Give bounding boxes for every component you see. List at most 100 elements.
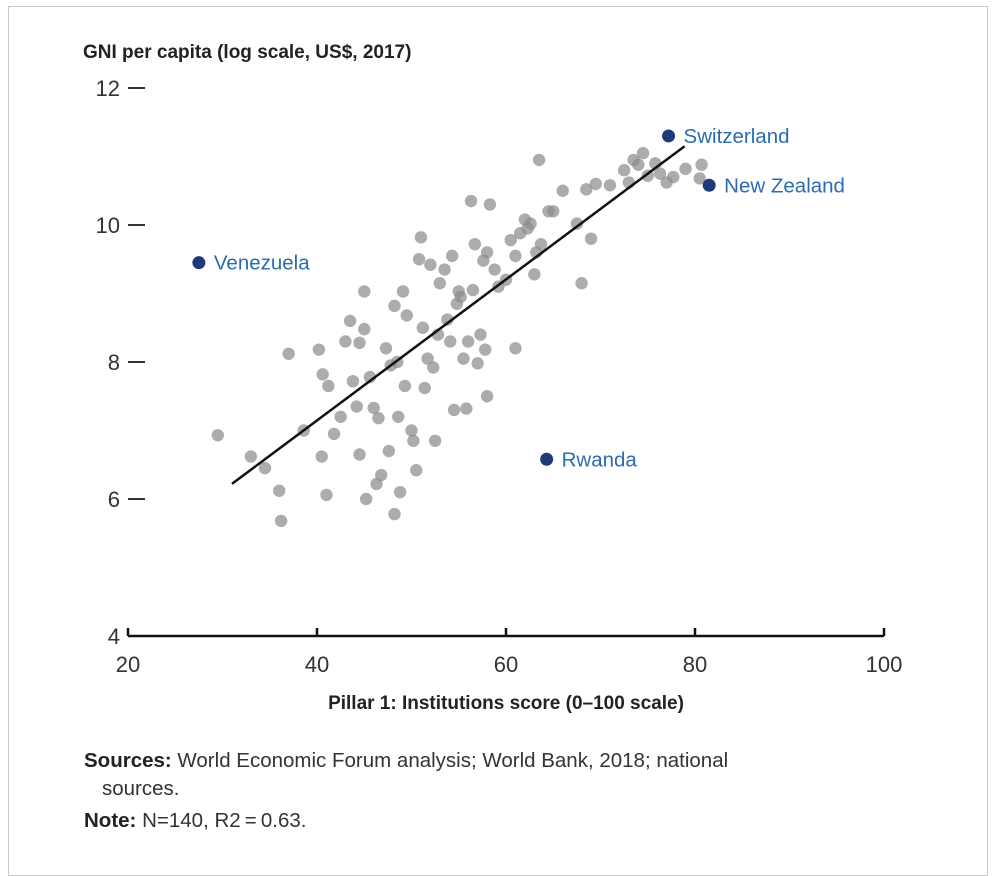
note-line: Note: N=140, R2 = 0.63. <box>84 807 904 835</box>
scatter-point <box>316 368 329 381</box>
scatter-point <box>392 410 405 423</box>
trendline <box>231 145 686 485</box>
scatter-point <box>480 390 494 403</box>
trendline-layer <box>231 145 686 485</box>
scatter-point <box>479 343 492 356</box>
y-tick-label: 6 <box>108 487 120 512</box>
scatter-point <box>433 277 447 290</box>
scatter-point <box>483 198 497 211</box>
y-axis-title: GNI per capita (log scale, US$, 2017) <box>83 42 412 63</box>
scatter-point <box>350 400 363 413</box>
data-points-layer <box>211 146 708 528</box>
scatter-point <box>282 347 295 360</box>
scatter-point <box>414 231 428 244</box>
scatter-point <box>334 410 347 423</box>
axes-layer: 20 40 60 80 100 4 6 8 10 12 <box>96 76 903 677</box>
scatter-point <box>353 448 366 461</box>
scatter-point <box>375 468 388 482</box>
scatter-point <box>556 184 569 197</box>
y-tick-label: 8 <box>108 350 120 375</box>
scatter-point <box>474 328 487 341</box>
scatter-point <box>353 336 366 350</box>
sources-line: Sources: World Economic Forum analysis; … <box>84 747 904 775</box>
y-tick-label: 10 <box>96 213 120 238</box>
scatter-point <box>693 172 706 185</box>
highlight-point-rwanda <box>540 452 554 466</box>
x-tick-label: 60 <box>494 652 518 677</box>
scatter-point <box>418 381 431 395</box>
scatter-point <box>410 464 423 477</box>
scatter-point <box>488 263 501 276</box>
highlight-label-new-zealand: New Zealand <box>724 174 845 197</box>
scatter-point <box>509 342 522 355</box>
scatter-point <box>320 488 333 502</box>
scatter-point <box>454 290 467 304</box>
scatter-point <box>695 158 708 171</box>
scatter-point <box>468 237 482 251</box>
scatter-point <box>258 461 272 475</box>
note-label: Note: <box>84 809 137 832</box>
scatter-point <box>405 424 418 437</box>
scatter-point <box>312 343 326 356</box>
scatter-point <box>466 283 480 297</box>
scatter-point <box>379 342 393 355</box>
scatter-point <box>327 427 341 441</box>
scatter-point <box>346 374 360 388</box>
scatter-point <box>524 217 537 230</box>
x-tick-label: 20 <box>116 652 140 677</box>
highlighted-points-layer: Switzerland New Zealand Venezuela Rwanda <box>192 125 845 471</box>
x-tick-label: 80 <box>683 652 707 677</box>
scatter-point <box>667 170 680 184</box>
scatter-point <box>438 263 451 276</box>
scatter-point <box>211 429 224 442</box>
scatter-point <box>509 249 522 263</box>
y-tick-label: 4 <box>108 624 120 649</box>
scatter-point <box>393 485 407 499</box>
sources-label: Sources: <box>84 749 172 772</box>
x-tick-label: 100 <box>866 652 903 677</box>
scatter-point <box>632 158 645 171</box>
scatter-point <box>570 217 584 230</box>
scatter-point <box>445 249 459 263</box>
scatter-point <box>358 285 371 298</box>
scatter-point <box>532 153 546 167</box>
scatter-point <box>589 177 602 191</box>
scatter-point <box>396 285 410 298</box>
scatter-point <box>400 309 413 322</box>
scatter-point <box>343 314 357 328</box>
scatter-point <box>322 379 335 393</box>
scatter-point <box>580 183 593 196</box>
x-axis-title: Pillar 1: Institutions score (0–100 scal… <box>328 693 684 714</box>
scatter-point <box>444 335 457 348</box>
scatter-point <box>315 450 328 463</box>
scatter-point <box>528 268 541 281</box>
highlight-point-switzerland <box>662 129 676 143</box>
scatter-point <box>504 233 517 247</box>
scatter-point <box>358 322 371 336</box>
scatter-point <box>424 258 437 271</box>
scatter-point <box>679 162 692 176</box>
scatter-point <box>636 146 650 160</box>
scatter-point <box>273 484 286 497</box>
notes-block: Sources: World Economic Forum analysis; … <box>84 747 904 835</box>
scatter-point <box>480 246 494 259</box>
scatter-point <box>388 299 401 313</box>
scatter-point <box>462 335 475 348</box>
scatter-point <box>603 179 617 192</box>
scatter-point <box>575 277 588 290</box>
scatter-point <box>464 194 478 208</box>
y-tick-label: 12 <box>96 76 120 101</box>
scatter-point <box>339 335 352 348</box>
highlight-label-switzerland: Switzerland <box>684 125 790 148</box>
scatter-point <box>441 313 454 326</box>
sources-text: World Economic Forum analysis; World Ban… <box>171 749 729 772</box>
scatter-point <box>460 402 473 415</box>
scatter-point <box>412 253 426 266</box>
scatter-point <box>653 167 667 180</box>
highlight-point-venezuela <box>192 256 206 270</box>
scatter-point <box>457 352 470 365</box>
scatter-point <box>421 352 434 365</box>
scatter-point <box>407 434 420 447</box>
scatter-point <box>471 357 484 370</box>
